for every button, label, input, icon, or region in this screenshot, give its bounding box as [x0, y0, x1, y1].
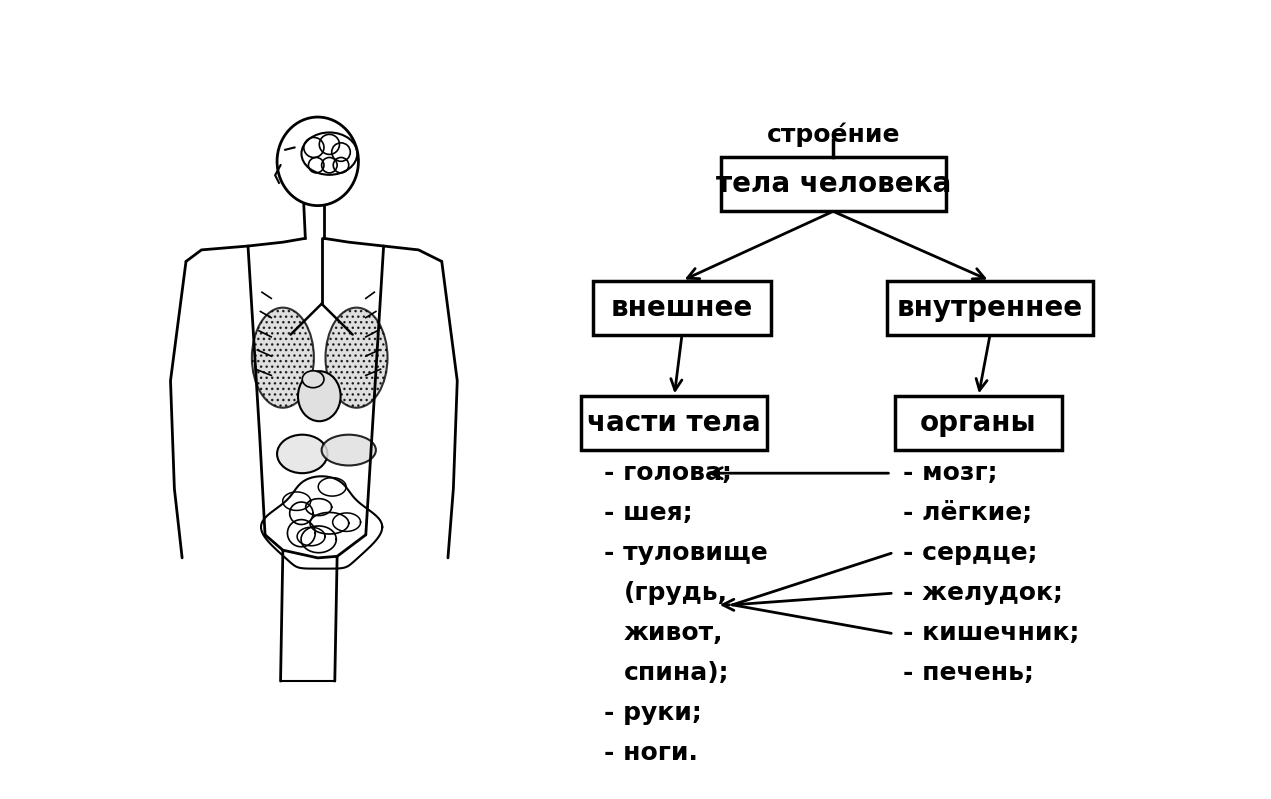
Text: - печень;: - печень;: [902, 662, 1033, 686]
Text: - сердце;: - сердце;: [902, 541, 1037, 565]
Text: - желудок;: - желудок;: [902, 582, 1063, 606]
Text: тела человека: тела человека: [716, 170, 951, 198]
Text: внутреннее: внутреннее: [897, 293, 1083, 322]
Text: части тела: части тела: [587, 409, 761, 437]
Ellipse shape: [302, 371, 324, 388]
Text: - голова;: - голова;: [605, 461, 732, 485]
Text: (грудь,: (грудь,: [624, 582, 728, 606]
Ellipse shape: [252, 308, 314, 407]
Ellipse shape: [297, 372, 341, 421]
Bar: [592, 280, 771, 335]
Bar: [887, 280, 1093, 335]
Text: органы: органы: [920, 409, 1037, 437]
Ellipse shape: [322, 435, 376, 466]
Ellipse shape: [277, 435, 328, 473]
Text: - шея;: - шея;: [605, 501, 693, 525]
Text: - туловище: - туловище: [605, 541, 768, 565]
Bar: [581, 396, 768, 450]
Text: внешнее: внешнее: [611, 293, 754, 322]
Text: - руки;: - руки;: [605, 702, 703, 725]
Text: - лёгкие;: - лёгкие;: [902, 501, 1032, 525]
Text: - кишечник;: - кишечник;: [902, 622, 1079, 646]
Text: живот,: живот,: [624, 622, 723, 646]
Text: строе́ние: строе́ние: [766, 123, 900, 147]
Text: спина);: спина);: [624, 662, 730, 686]
Ellipse shape: [325, 308, 388, 407]
Bar: [721, 157, 946, 212]
Text: - мозг;: - мозг;: [902, 461, 998, 485]
Bar: [895, 396, 1061, 450]
Text: - ноги.: - ноги.: [605, 741, 698, 765]
